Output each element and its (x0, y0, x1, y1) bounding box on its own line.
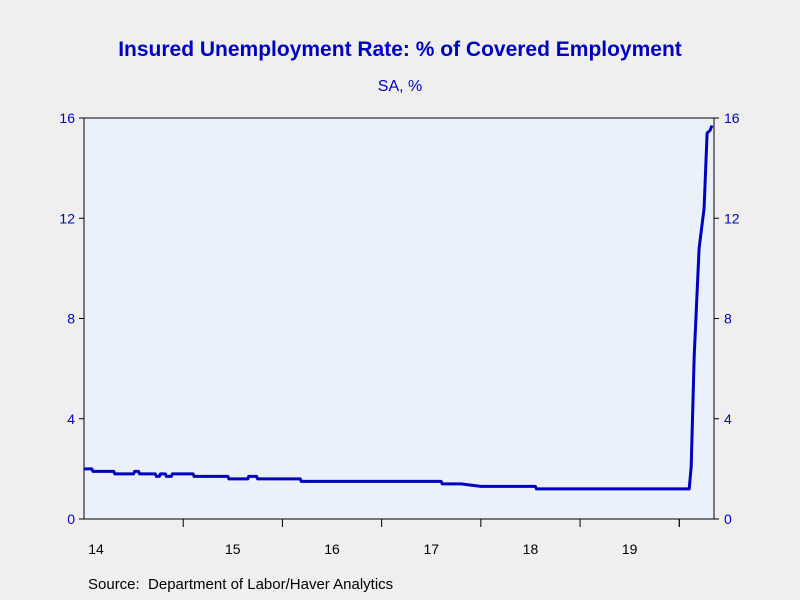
chart-title: Insured Unemployment Rate: % of Covered … (118, 38, 682, 61)
source-note: Source: Department of Labor/Haver Analyt… (88, 576, 394, 593)
x-tick-label: 19 (622, 541, 638, 557)
y-tick-label-right: 4 (724, 411, 732, 427)
y-tick-label-left: 12 (59, 210, 75, 226)
y-tick-label-right: 12 (724, 210, 740, 226)
x-tick-label: 14 (88, 541, 104, 557)
axes: 0 0 4 4 8 8 12 12 16 16 14 15 16 17 18 19 (59, 110, 739, 557)
x-tick-label: 17 (423, 541, 439, 557)
x-tick-label: 16 (324, 541, 340, 557)
x-tick-label: 15 (225, 541, 241, 557)
chart-subtitle: SA, % (377, 78, 423, 95)
y-tick-label-right: 0 (724, 511, 732, 527)
y-tick-label-right: 16 (724, 110, 740, 126)
y-tick-label-right: 8 (724, 311, 732, 327)
y-tick-label-left: 4 (67, 411, 75, 427)
y-tick-label-left: 0 (67, 511, 75, 527)
series-line (84, 124, 714, 491)
x-tick-label: 18 (523, 541, 539, 557)
plot-area (83, 117, 715, 520)
y-tick-label-left: 16 (59, 110, 75, 126)
y-tick-label-left: 8 (67, 311, 75, 327)
